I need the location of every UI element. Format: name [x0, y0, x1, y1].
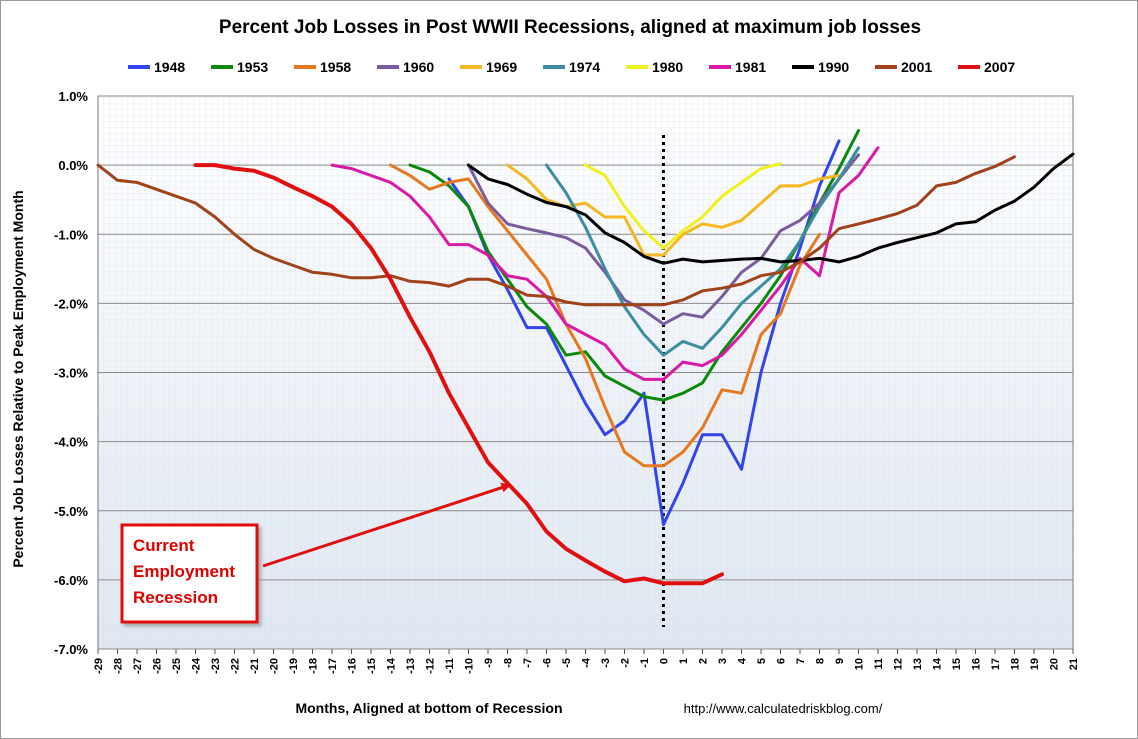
series-line-1948	[447, 139, 841, 527]
x-tick-label: 6	[776, 658, 788, 664]
series-lines	[96, 129, 1075, 586]
legend-label-1974: 1974	[569, 59, 600, 75]
series-line-2001	[96, 155, 1016, 307]
legend-label-1960: 1960	[403, 59, 434, 75]
legend-label-1990: 1990	[818, 59, 849, 75]
x-tick-label: -17	[327, 658, 339, 674]
x-tick-label: -1	[639, 658, 651, 668]
annotation-arrow	[262, 482, 512, 568]
x-tick-label: -15	[366, 658, 378, 674]
y-tick-label: -2.0%	[54, 296, 88, 311]
annotation-line-3: Recession	[133, 588, 218, 607]
x-tick-label: 8	[815, 658, 827, 664]
y-tick-label: -7.0%	[54, 642, 88, 657]
series-line-1960	[467, 153, 860, 326]
source-url: http://www.calculatedriskblog.com/	[684, 701, 883, 716]
x-tick-label: -3	[600, 658, 612, 668]
x-tick-label: -23	[210, 658, 222, 674]
x-tick-label: -25	[171, 658, 183, 674]
y-axis-ticks: 1.0% 0.0% -1.0% -2.0% -3.0% -4.0% -5.0% -6.0% -7…	[54, 89, 88, 657]
x-axis-label: Months, Aligned at bottom of Recession	[295, 700, 562, 716]
x-tick-label: 19	[1029, 658, 1041, 670]
x-tick-label: -6	[542, 658, 554, 668]
x-tick-label: 14	[932, 657, 944, 670]
y-axis-label: Percent Job Losses Relative to Peak Empl…	[10, 190, 26, 567]
series-line-2007	[193, 163, 724, 586]
x-tick-label: -20	[269, 658, 281, 674]
x-tick-label: -2	[620, 658, 632, 668]
x-tick-label: 10	[854, 658, 866, 670]
x-tick-label: 18	[1010, 658, 1022, 670]
x-tick-label: -19	[288, 658, 300, 674]
x-tick-label: -9	[483, 658, 495, 668]
x-tick-label: 15	[951, 658, 963, 670]
y-tick-label: -5.0%	[54, 504, 88, 519]
x-tick-label: -10	[464, 658, 476, 674]
legend-label-1969: 1969	[486, 59, 517, 75]
x-tick-label: -14	[386, 657, 398, 674]
x-tick-label: -18	[308, 658, 320, 674]
annotation-box	[120, 523, 259, 624]
x-tick-label: -29	[93, 658, 105, 674]
x-tick-label: 0	[659, 658, 671, 664]
x-tick-label: -5	[561, 658, 573, 668]
x-tick-label: -27	[132, 658, 144, 674]
x-tick-label: 1	[678, 658, 690, 664]
y-tick-label: 1.0%	[58, 89, 88, 104]
chart-legend: 1948 1953 1958 1960 1969 1974 1980 1981 1990 2001…	[128, 59, 1015, 75]
x-tick-label: 20	[1049, 658, 1061, 670]
annotation: Current Employment Recession	[120, 482, 512, 624]
y-tick-label: -4.0%	[54, 435, 88, 450]
x-axis-ticks: -29 -28 -27 -26 -25 -24 -23 -22 -21 -20 -19 -18 -17-…	[93, 649, 1080, 674]
series-line-1958	[389, 163, 821, 468]
x-tick-label: 9	[834, 658, 846, 664]
series-line-1980	[584, 162, 782, 250]
x-tick-label: -13	[405, 658, 417, 674]
x-tick-label: -4	[581, 657, 593, 668]
legend-label-1958: 1958	[320, 59, 351, 75]
y-tick-label: -3.0%	[54, 366, 88, 381]
series-line-1990	[467, 152, 1075, 265]
x-tick-label: 3	[717, 658, 729, 664]
legend-label-2001: 2001	[901, 59, 932, 75]
x-tick-label: 21	[1068, 658, 1080, 670]
x-tick-label: -24	[191, 657, 203, 674]
x-tick-label: 13	[912, 658, 924, 670]
legend-label-1948: 1948	[154, 59, 185, 75]
x-tick-label: 16	[971, 658, 983, 670]
x-tick-label: -28	[113, 658, 125, 674]
annotation-line-2: Employment	[133, 562, 235, 581]
legend-label-2007: 2007	[984, 59, 1015, 75]
x-tick-label: -12	[425, 658, 437, 674]
x-tick-label: 7	[795, 658, 807, 664]
x-tick-label: 11	[873, 658, 885, 670]
x-tick-label: -11	[444, 658, 456, 673]
x-tick-label: -21	[249, 658, 261, 674]
x-tick-label: 2	[698, 658, 710, 664]
x-tick-label: 4	[737, 657, 749, 664]
y-tick-label: -1.0%	[54, 227, 88, 242]
annotation-line-1: Current	[133, 536, 195, 555]
x-tick-label: -16	[347, 658, 359, 674]
series-line-1974	[545, 146, 860, 357]
legend-label-1980: 1980	[652, 59, 683, 75]
legend-label-1953: 1953	[237, 59, 268, 75]
x-tick-label: 5	[756, 658, 768, 664]
x-tick-label: 12	[893, 658, 905, 670]
chart-title: Percent Job Losses in Post WWII Recessio…	[219, 17, 921, 38]
y-tick-label: -6.0%	[54, 573, 88, 588]
x-tick-label: -22	[230, 658, 242, 674]
x-tick-label: -26	[152, 658, 164, 674]
x-tick-label: -7	[522, 658, 534, 668]
x-tick-label: -8	[503, 658, 515, 668]
series-line-1981	[330, 146, 880, 381]
y-tick-label: 0.0%	[58, 158, 88, 173]
x-tick-label: 17	[990, 658, 1002, 670]
legend-label-1981: 1981	[735, 59, 766, 75]
